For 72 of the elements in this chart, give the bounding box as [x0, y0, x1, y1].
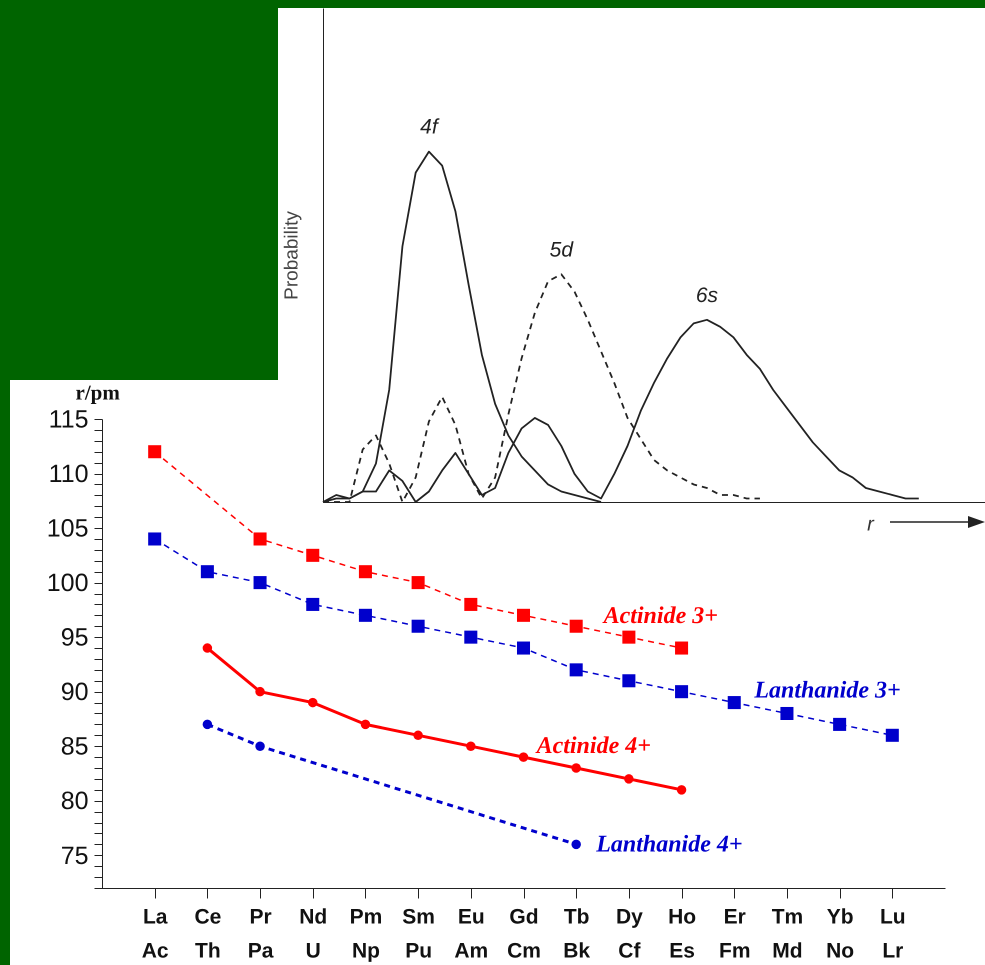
- point: [306, 548, 320, 562]
- point: [148, 445, 162, 458]
- series-label: 5d: [550, 238, 574, 262]
- point: [571, 840, 581, 850]
- x-tick-label: Tb Bk: [563, 906, 590, 962]
- x-tick-label: Dy Cf: [616, 906, 644, 962]
- point: [306, 598, 320, 611]
- y-tick-label: 95: [60, 624, 88, 652]
- y-axis-title: r/pm: [76, 380, 120, 404]
- x-tick-label: Sm Pu: [402, 906, 435, 962]
- y-axis-title: Probability: [282, 210, 302, 300]
- point: [202, 720, 212, 730]
- point: [412, 620, 425, 633]
- point: [780, 706, 794, 720]
- x-tick-label: Ce Th: [194, 906, 222, 962]
- point: [622, 630, 636, 644]
- x-tick-label: Gd Cm: [507, 906, 541, 962]
- point: [254, 532, 267, 546]
- point: [464, 598, 478, 611]
- series-label: Actinide 4+: [534, 732, 651, 759]
- y-tick-label: 100: [46, 569, 88, 598]
- point: [255, 741, 265, 751]
- point: [200, 565, 214, 578]
- x-axis-title: r: [867, 514, 876, 536]
- point: [413, 730, 423, 740]
- point: [466, 741, 476, 751]
- point: [255, 686, 265, 696]
- point: [360, 720, 370, 730]
- y-tick-label: 115: [48, 406, 88, 434]
- point: [516, 608, 530, 622]
- point: [412, 576, 425, 590]
- x-tick-label: Yb No: [826, 906, 854, 962]
- series-label: Lanthanide 3+: [753, 677, 901, 704]
- y-tick-label: 80: [60, 787, 88, 816]
- point: [833, 718, 846, 731]
- point: [622, 674, 636, 688]
- x-tick-label: La Ac: [142, 906, 169, 962]
- x-tick-label: Pr Pa: [248, 906, 274, 962]
- point: [308, 698, 318, 708]
- point: [675, 685, 688, 698]
- point: [624, 774, 634, 784]
- x-tick-label: Lu Lr: [880, 906, 906, 962]
- point: [571, 763, 581, 773]
- point: [518, 752, 528, 762]
- point: [358, 565, 372, 578]
- point: [676, 785, 686, 795]
- point: [148, 532, 162, 546]
- x-tick-label: Ho Es: [668, 906, 696, 962]
- point: [516, 642, 530, 655]
- point: [254, 576, 267, 590]
- series-label: Lanthanide 4+: [595, 831, 743, 858]
- y-tick-label: 105: [46, 514, 88, 543]
- point: [464, 630, 478, 644]
- point: [358, 608, 372, 622]
- y-tick-label: 85: [60, 732, 88, 761]
- point: [728, 696, 741, 710]
- series-label: Actinide 3+: [602, 603, 718, 630]
- x-tick-label: Pm Np: [350, 906, 382, 962]
- point: [202, 643, 212, 653]
- x-tick-label: Nd U: [299, 906, 328, 962]
- point: [570, 620, 583, 633]
- series-label: 6s: [696, 284, 719, 307]
- y-tick-label: 90: [60, 678, 88, 706]
- point: [570, 663, 583, 676]
- y-tick-label: 75: [60, 842, 88, 870]
- point: [886, 728, 899, 742]
- x-tick-label: Tm Md: [772, 906, 804, 962]
- x-tick-label: Er Fm: [719, 906, 750, 962]
- y-tick-label: 110: [48, 460, 88, 488]
- point: [675, 642, 688, 655]
- x-tick-label: Eu Am: [454, 906, 488, 962]
- series-label: 4f: [420, 116, 440, 139]
